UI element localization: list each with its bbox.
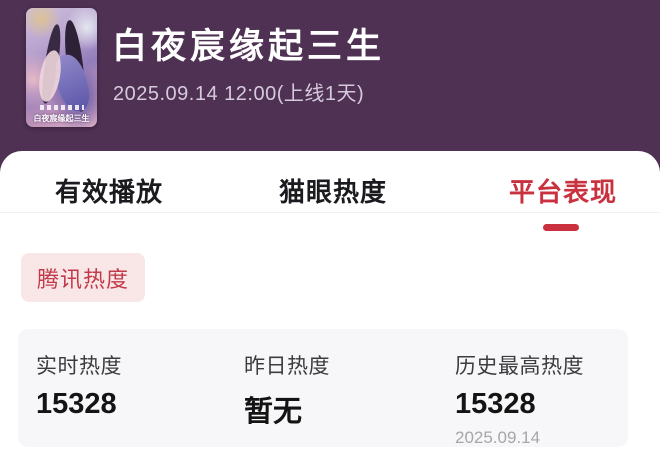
stat-historical-max-heat: 历史最高热度 15328 2025.09.14 (455, 350, 584, 448)
stat-label: 实时热度 (36, 355, 122, 378)
poster-caption: 白夜宸缘起三生 (33, 114, 90, 123)
stat-label: 历史最高热度 (455, 355, 584, 378)
stat-value: 15328 (455, 388, 536, 420)
header: 白夜宸缘起三生 白夜宸缘起三生 2025.09.14 12:00(上线1天) (0, 0, 660, 170)
tabs-divider (0, 212, 660, 213)
stat-label: 昨日热度 (244, 355, 330, 378)
stat-date-note: 2025.09.14 (455, 428, 541, 447)
tab-maoyan-heat[interactable]: 猫眼热度 (279, 177, 388, 207)
tencent-heat-badge[interactable]: 腾讯热度 (21, 253, 145, 302)
poster-thumbnail: 白夜宸缘起三生 (26, 8, 97, 127)
stat-yesterday-heat: 昨日热度 暂无 (244, 350, 330, 430)
page-title: 白夜宸缘起三生 (112, 27, 386, 66)
release-datetime: 2025.09.14 12:00(上线1天) (113, 83, 365, 105)
poster-subtitle-row (40, 105, 84, 110)
tab-platform-performance[interactable]: 平台表现 (509, 177, 618, 207)
stat-value: 15328 (36, 388, 117, 420)
stat-realtime-heat: 实时热度 15328 (36, 350, 122, 421)
content-card: 有效播放 猫眼热度 平台表现 腾讯热度 实时热度 15328 昨日热度 暂无 历… (0, 151, 660, 456)
stat-value: 暂无 (244, 396, 303, 428)
active-tab-indicator (543, 224, 579, 231)
stats-panel: 实时热度 15328 昨日热度 暂无 历史最高热度 15328 2025.09.… (18, 329, 628, 447)
tab-effective-plays[interactable]: 有效播放 (55, 177, 164, 207)
